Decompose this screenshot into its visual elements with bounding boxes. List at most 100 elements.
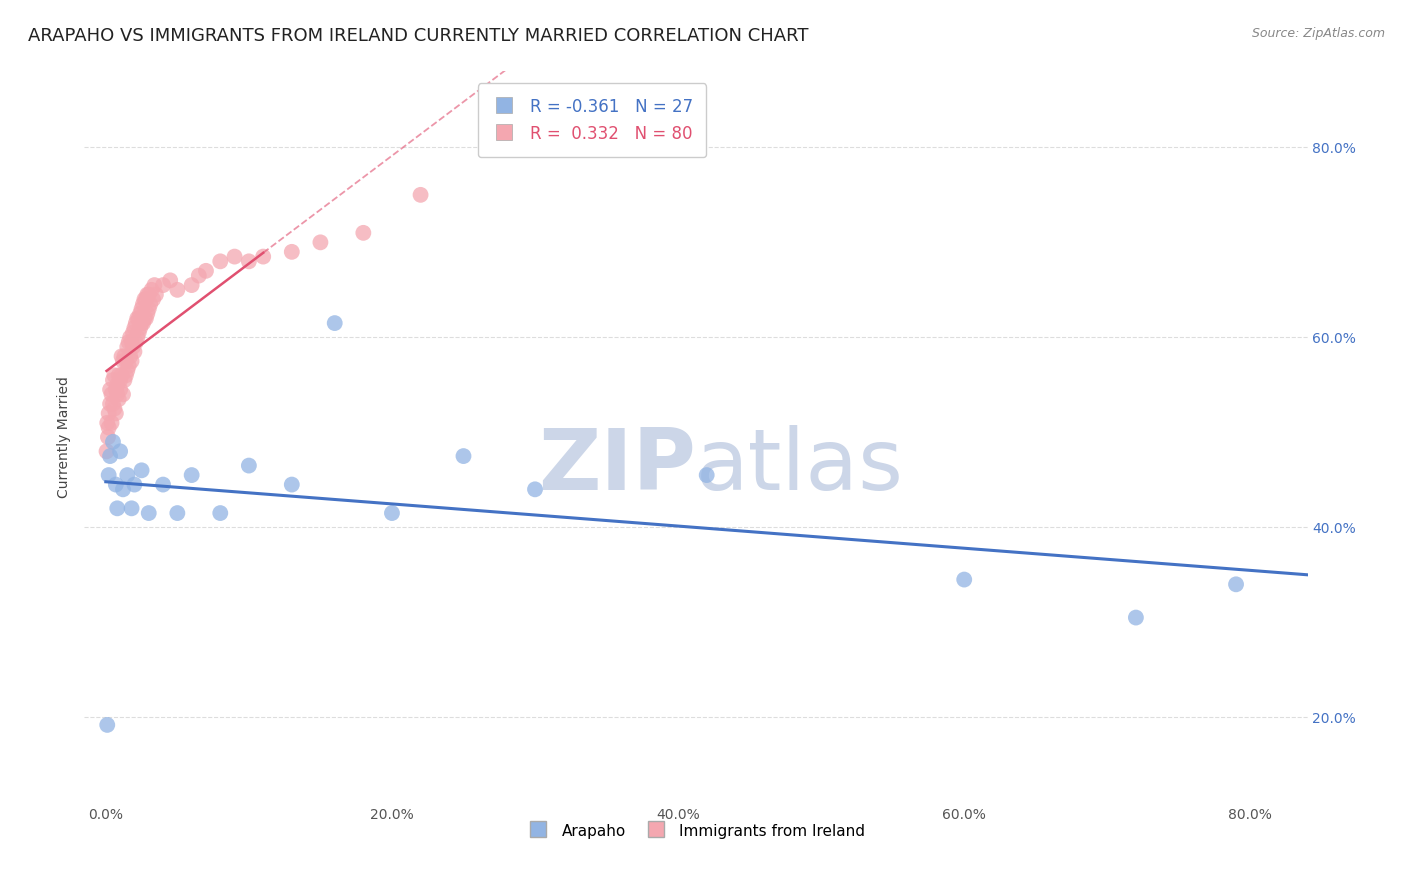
Point — [138, 287, 160, 301]
Point — [125, 335, 148, 350]
Point — [97, 468, 120, 483]
Point — [98, 449, 121, 463]
Point — [98, 383, 121, 397]
Text: ZIP: ZIP — [538, 425, 696, 508]
Point — [381, 506, 404, 520]
Point — [100, 416, 122, 430]
Point — [166, 283, 188, 297]
Point — [128, 326, 150, 340]
Point — [117, 468, 139, 483]
Point — [120, 330, 142, 344]
Point — [953, 573, 976, 587]
Point — [97, 420, 120, 434]
Point — [122, 340, 145, 354]
Point — [105, 387, 128, 401]
Point — [111, 354, 134, 368]
Point — [135, 311, 157, 326]
Point — [105, 501, 128, 516]
Point — [143, 278, 166, 293]
Point — [101, 373, 124, 387]
Point — [121, 335, 143, 350]
Legend: Arapaho, Immigrants from Ireland: Arapaho, Immigrants from Ireland — [520, 815, 872, 847]
Point — [224, 250, 246, 264]
Point — [107, 392, 129, 406]
Point — [281, 477, 304, 491]
Point — [107, 368, 129, 383]
Point — [180, 278, 202, 293]
Point — [131, 301, 153, 316]
Point — [96, 416, 118, 430]
Point — [127, 330, 149, 344]
Point — [112, 373, 135, 387]
Point — [309, 235, 332, 250]
Point — [108, 444, 131, 458]
Point — [98, 397, 121, 411]
Point — [129, 321, 152, 335]
Point — [112, 349, 135, 363]
Point — [136, 307, 159, 321]
Point — [101, 434, 124, 449]
Point — [124, 477, 146, 491]
Point — [152, 278, 174, 293]
Point — [187, 268, 209, 283]
Point — [138, 506, 160, 520]
Point — [142, 293, 165, 307]
Point — [166, 506, 188, 520]
Point — [131, 316, 153, 330]
Point — [111, 483, 134, 497]
Text: atlas: atlas — [696, 425, 904, 508]
Point — [125, 316, 148, 330]
Point — [121, 354, 143, 368]
Point — [323, 316, 346, 330]
Text: Source: ZipAtlas.com: Source: ZipAtlas.com — [1251, 27, 1385, 40]
Point — [97, 406, 120, 420]
Point — [108, 383, 131, 397]
Point — [524, 483, 547, 497]
Point — [115, 354, 138, 368]
Point — [134, 311, 156, 326]
Point — [128, 311, 150, 326]
Point — [281, 244, 304, 259]
Point — [121, 501, 143, 516]
Point — [131, 463, 153, 477]
Point — [104, 406, 127, 420]
Y-axis label: Currently Married: Currently Married — [58, 376, 72, 498]
Point — [124, 344, 146, 359]
Point — [104, 383, 127, 397]
Point — [118, 359, 141, 373]
Point — [696, 468, 718, 483]
Point — [209, 506, 232, 520]
Point — [103, 401, 125, 416]
Point — [1125, 610, 1147, 624]
Point — [409, 187, 432, 202]
Point — [139, 297, 162, 311]
Text: ARAPAHO VS IMMIGRANTS FROM IRELAND CURRENTLY MARRIED CORRELATION CHART: ARAPAHO VS IMMIGRANTS FROM IRELAND CURRE… — [28, 27, 808, 45]
Point — [136, 287, 159, 301]
Point — [145, 287, 167, 301]
Point — [108, 373, 131, 387]
Point — [105, 377, 128, 392]
Point — [209, 254, 232, 268]
Point — [180, 468, 202, 483]
Point — [352, 226, 374, 240]
Point — [194, 264, 217, 278]
Point — [127, 311, 149, 326]
Point — [110, 349, 132, 363]
Point — [101, 397, 124, 411]
Point — [124, 321, 146, 335]
Point — [453, 449, 475, 463]
Point — [110, 368, 132, 383]
Point — [141, 283, 163, 297]
Point — [138, 301, 160, 316]
Point — [122, 326, 145, 340]
Point — [97, 430, 120, 444]
Point — [238, 458, 260, 473]
Point — [117, 340, 139, 354]
Point — [100, 387, 122, 401]
Point — [118, 335, 141, 350]
Point — [238, 254, 260, 268]
Point — [117, 363, 139, 377]
Point — [96, 718, 118, 732]
Point — [115, 368, 138, 383]
Point — [1225, 577, 1247, 591]
